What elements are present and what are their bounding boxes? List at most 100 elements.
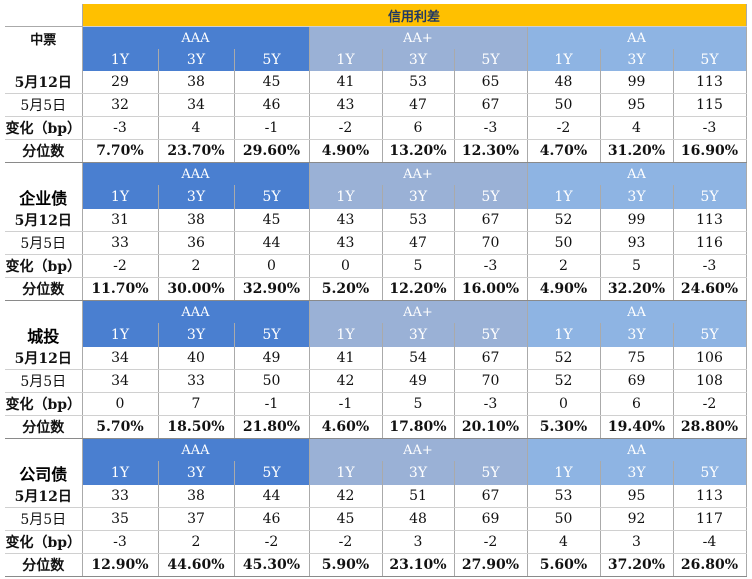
row-change-value: 6: [600, 392, 674, 416]
row-current-value: 38: [158, 485, 235, 508]
row-percentile-value: 5.60%: [527, 553, 601, 577]
credit-spread-table: 信用利差 中票 AAA AA+ AA 1Y 3Y 5Y 1Y 3Y 5Y 1Y 3Y 5Y 5月12日 29…: [5, 4, 747, 577]
row-current-value: 45: [234, 209, 310, 232]
row-percentile-label: 分位数: [5, 553, 83, 577]
tenor-header-3y: 3Y: [600, 461, 674, 485]
row-previous-value: 44: [234, 231, 310, 255]
row-current: 5月12日 31 38 45 43 53 67 52 99 113: [5, 209, 747, 232]
grade-row-label-cell: [5, 162, 83, 185]
row-current-value: 106: [673, 347, 747, 370]
row-previous-value: 45: [309, 507, 383, 531]
row-percentile-value: 19.40%: [600, 415, 674, 439]
row-previous: 5月5日 33 36 44 43 47 70 50 93 116: [5, 231, 747, 255]
row-change-value: 5: [382, 254, 455, 278]
row-previous-value: 35: [82, 507, 159, 531]
tenor-header-1y: 1Y: [309, 461, 383, 485]
row-percentile-value: 4.90%: [527, 277, 601, 301]
row-current-value: 53: [527, 485, 601, 508]
row-previous-value: 36: [158, 231, 235, 255]
tenor-header-1y: 1Y: [309, 185, 383, 209]
row-change-value: 4: [600, 116, 674, 140]
row-previous: 5月5日 32 34 46 43 47 67 50 95 115: [5, 93, 747, 117]
row-current-label: 5月12日: [5, 209, 83, 232]
row-previous-value: 70: [454, 369, 528, 393]
row-current-label: 5月12日: [5, 347, 83, 370]
row-current-value: 31: [82, 209, 159, 232]
row-percentile-value: 26.80%: [673, 553, 747, 577]
row-percentile-value: 5.90%: [309, 553, 383, 577]
row-current-value: 67: [454, 485, 528, 508]
row-percentile-value: 12.90%: [82, 553, 159, 577]
row-percentile-value: 12.20%: [382, 277, 455, 301]
row-previous: 5月5日 34 33 50 42 49 70 52 69 108: [5, 369, 747, 393]
row-previous-value: 52: [527, 369, 601, 393]
row-previous-value: 50: [234, 369, 310, 393]
row-percentile-value: 16.00%: [454, 277, 528, 301]
row-previous-value: 50: [527, 231, 601, 255]
row-current-value: 52: [527, 347, 601, 370]
row-previous-label: 5月5日: [5, 93, 83, 117]
row-percentile-value: 11.70%: [82, 277, 159, 301]
row-percentile: 分位数 12.90% 44.60% 45.30% 5.90% 23.10% 27.90% 5.…: [5, 553, 747, 577]
grade-header-aaa: AAA: [82, 438, 310, 461]
row-change-value: 2: [527, 254, 601, 278]
row-current-value: 65: [454, 71, 528, 94]
row-previous-value: 50: [527, 93, 601, 117]
section-name: 公司债: [5, 461, 83, 485]
row-change-value: 0: [234, 254, 310, 278]
grade-row-label-cell: [5, 300, 83, 323]
row-current: 5月12日 34 40 49 41 54 67 52 75 106: [5, 347, 747, 370]
row-change-value: 0: [309, 254, 383, 278]
row-change-label: 变化（bp）: [5, 392, 83, 416]
row-current-value: 44: [234, 485, 310, 508]
grade-header-row: AAA AA+ AA: [5, 162, 747, 185]
row-previous-value: 69: [600, 369, 674, 393]
credit-spread-table-container: 信用利差 中票 AAA AA+ AA 1Y 3Y 5Y 1Y 3Y 5Y 1Y 3Y 5Y 5月12日 29…: [5, 4, 747, 577]
row-previous-value: 48: [382, 507, 455, 531]
row-change-value: -1: [234, 392, 310, 416]
row-current-value: 113: [673, 209, 747, 232]
row-current-value: 34: [82, 347, 159, 370]
tenor-header-3y: 3Y: [600, 323, 674, 347]
section-name: 中票: [5, 26, 83, 49]
grade-header-row: 中票 AAA AA+ AA: [5, 26, 747, 49]
title-row: 信用利差: [5, 4, 747, 27]
row-previous-value: 92: [600, 507, 674, 531]
row-current-label: 5月12日: [5, 485, 83, 508]
row-percentile-value: 32.90%: [234, 277, 310, 301]
tenor-header-3y: 3Y: [382, 461, 455, 485]
row-percentile-value: 4.90%: [309, 139, 383, 163]
tenor-header-5y: 5Y: [673, 323, 747, 347]
tenor-header-1y: 1Y: [527, 323, 601, 347]
row-current-value: 33: [82, 485, 159, 508]
row-change-value: 4: [527, 530, 601, 554]
row-current-value: 99: [600, 71, 674, 94]
row-change-value: 6: [382, 116, 455, 140]
tenor-header-3y: 3Y: [158, 49, 235, 71]
row-previous-value: 49: [382, 369, 455, 393]
tenor-header-row: 1Y 3Y 5Y 1Y 3Y 5Y 1Y 3Y 5Y: [5, 49, 747, 71]
tenor-header-3y: 3Y: [158, 323, 235, 347]
tenor-header-1y: 1Y: [82, 185, 159, 209]
row-current-value: 42: [309, 485, 383, 508]
row-percentile-value: 5.20%: [309, 277, 383, 301]
row-current-value: 38: [158, 71, 235, 94]
row-change-label: 变化（bp）: [5, 254, 83, 278]
row-percentile: 分位数 5.70% 18.50% 21.80% 4.60% 17.80% 20.10% 5.3…: [5, 415, 747, 439]
tenor-header-1y: 1Y: [527, 185, 601, 209]
title-blank-cell: [5, 4, 83, 27]
row-percentile: 分位数 11.70% 30.00% 32.90% 5.20% 12.20% 16.00% 4.…: [5, 277, 747, 301]
row-change-value: -1: [234, 116, 310, 140]
row-change-value: 3: [600, 530, 674, 554]
tenor-header-1y: 1Y: [309, 49, 383, 71]
row-percentile-value: 20.10%: [454, 415, 528, 439]
row-current-value: 75: [600, 347, 674, 370]
row-change-value: 0: [527, 392, 601, 416]
row-change-value: 3: [382, 530, 455, 554]
grade-header-aa-plus: AA+: [309, 26, 528, 49]
tenor-header-5y: 5Y: [454, 49, 528, 71]
row-current-value: 41: [309, 347, 383, 370]
tenor-row-label-cell: [5, 49, 83, 71]
row-change: 变化（bp） -2 2 0 0 5 -3 2 5 -3: [5, 254, 747, 278]
tenor-header-3y: 3Y: [158, 185, 235, 209]
